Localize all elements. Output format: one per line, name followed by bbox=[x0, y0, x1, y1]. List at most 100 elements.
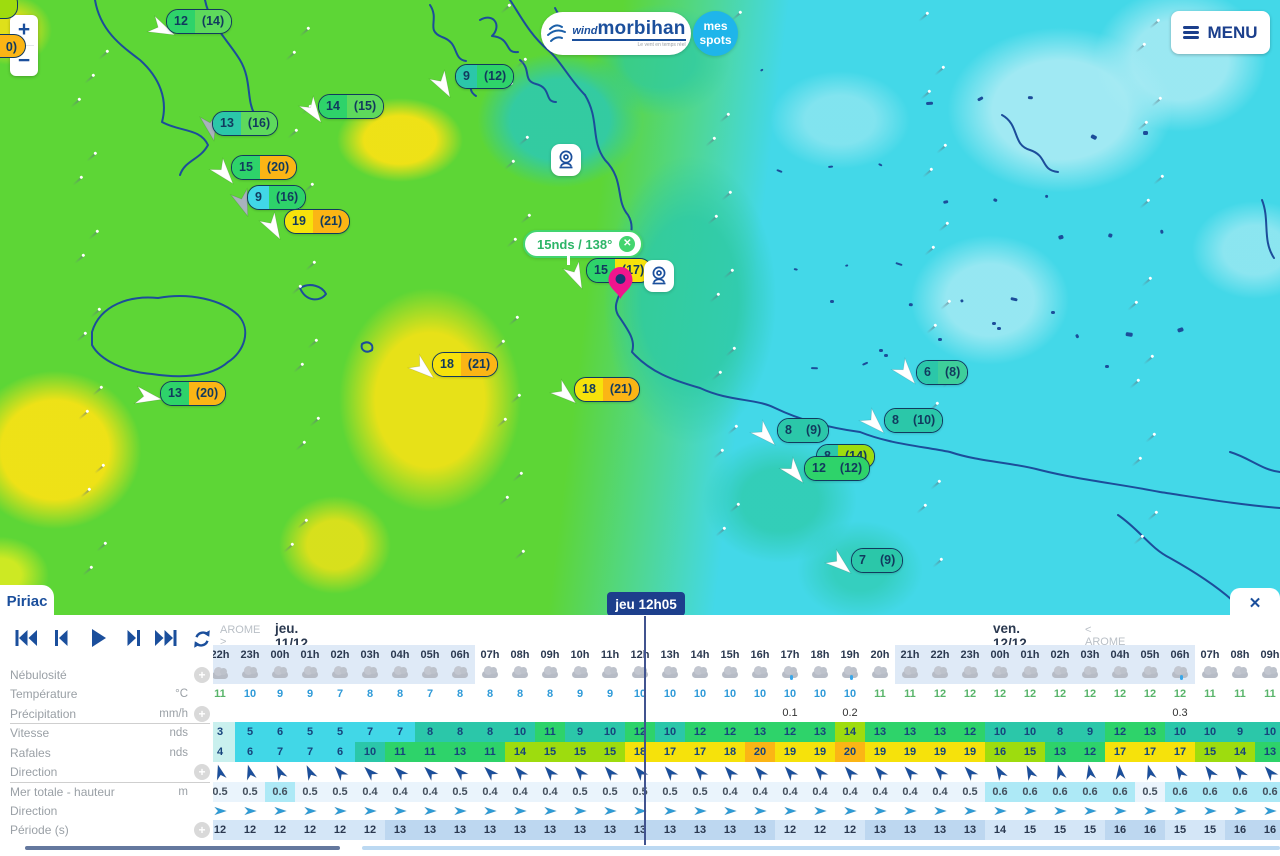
marker-gust-value: (20) bbox=[188, 382, 226, 405]
spot-wind-marker[interactable]: 19 (21) bbox=[284, 209, 351, 234]
precipitation-cell bbox=[715, 703, 745, 722]
cloud-icon bbox=[542, 665, 558, 678]
temperature-cell: 10 bbox=[693, 687, 707, 700]
skip-to-start-button[interactable] bbox=[14, 629, 38, 653]
spot-wind-marker[interactable]: 15 (20) bbox=[231, 155, 298, 180]
mes-spots-button[interactable]: mes spots bbox=[693, 11, 738, 56]
spot-wind-marker[interactable]: 12 (12) bbox=[804, 456, 871, 481]
wind-direction-cell bbox=[895, 762, 925, 782]
wind-direction-cell bbox=[1195, 762, 1225, 782]
sea-direction-cell bbox=[835, 802, 865, 820]
marker-wind-value: 8 bbox=[778, 419, 799, 442]
sea-height-cell: 0.4 bbox=[535, 782, 565, 802]
rain-cloud-icon bbox=[782, 665, 798, 680]
marker-wind-value: 6 bbox=[917, 361, 938, 384]
wind-direction-cell bbox=[325, 762, 355, 782]
wind-direction-cell bbox=[535, 762, 565, 782]
temperature-cell: 12 bbox=[1083, 687, 1097, 700]
refresh-button[interactable] bbox=[192, 629, 213, 653]
tooltip-close-icon[interactable]: ✕ bbox=[619, 236, 636, 252]
sea-direction-cell bbox=[655, 802, 685, 820]
location-pin[interactable] bbox=[608, 267, 633, 304]
windmorbihan-logo[interactable]: windmorbihan Le vent en temps réel bbox=[541, 12, 691, 55]
precipitation-cell bbox=[235, 703, 265, 722]
expand-row-button[interactable]: + bbox=[194, 822, 210, 838]
model-label-left[interactable]: AROME > bbox=[220, 624, 261, 648]
step-back-button[interactable] bbox=[54, 629, 69, 653]
marker-gust-value: (9) bbox=[798, 419, 829, 442]
precipitation-cell bbox=[1045, 703, 1075, 722]
time-cell: 07h bbox=[1195, 645, 1225, 664]
spot-wind-marker[interactable]: 12 (14) bbox=[166, 9, 233, 34]
precipitation-row: 0.1 0.2 0.3 bbox=[213, 703, 1280, 722]
step-forward-button[interactable] bbox=[126, 629, 141, 653]
precipitation-cell bbox=[1075, 703, 1105, 722]
spot-wind-marker[interactable]: 13 (20) bbox=[160, 381, 227, 406]
wind-direction-cell bbox=[835, 762, 865, 782]
precipitation-cell bbox=[955, 703, 985, 722]
spot-wind-marker[interactable]: 13 (16) bbox=[212, 111, 279, 136]
spot-wind-marker[interactable]: 6 (8) bbox=[916, 360, 969, 385]
temperature-cell: 8 bbox=[546, 687, 554, 700]
clipped-marker-fragment[interactable]: 0) bbox=[0, 34, 26, 58]
time-cell: 00h bbox=[265, 645, 295, 664]
cloud-icon bbox=[1142, 665, 1158, 678]
temperature-cell: 8 bbox=[516, 687, 524, 700]
sea-direction-cell bbox=[955, 802, 985, 820]
spot-wind-marker[interactable]: 8 (10) bbox=[884, 408, 944, 433]
time-cell: 09h bbox=[535, 645, 565, 664]
time-cell: 08h bbox=[1225, 645, 1255, 664]
panel-close-icon[interactable]: ✕ bbox=[1248, 594, 1262, 612]
marker-wind-value: 18 bbox=[575, 378, 603, 401]
cloud-icon bbox=[602, 665, 618, 678]
precipitation-cell bbox=[505, 703, 535, 722]
expand-row-button[interactable]: + bbox=[194, 705, 210, 722]
wind-direction-cell bbox=[595, 762, 625, 782]
spot-wind-marker[interactable]: 9 (16) bbox=[247, 185, 307, 210]
spot-wind-marker[interactable]: 18 (21) bbox=[574, 377, 641, 402]
wind-direction-cell bbox=[1165, 762, 1195, 782]
temperature-cell: 7 bbox=[336, 687, 344, 700]
expand-row-button[interactable]: + bbox=[194, 666, 210, 683]
logo-text-wind: wind bbox=[572, 25, 598, 37]
sea-direction-cell bbox=[1045, 802, 1075, 820]
wind-direction-arrow bbox=[146, 14, 176, 44]
spot-wind-marker[interactable]: 7 (9) bbox=[851, 548, 904, 573]
sea-height-cell: 0.4 bbox=[805, 782, 835, 802]
spot-wind-marker[interactable]: 18 (21) bbox=[432, 352, 499, 377]
period-cell: 13 bbox=[475, 820, 505, 840]
expand-row-button[interactable]: + bbox=[194, 764, 210, 780]
webcam-button[interactable] bbox=[551, 144, 581, 176]
menu-button[interactable]: MENU bbox=[1171, 11, 1270, 54]
sea-height-cell: 0.4 bbox=[835, 782, 865, 802]
spot-wind-marker[interactable]: 14 (15) bbox=[318, 94, 385, 119]
gust-cell: 15 bbox=[595, 742, 625, 762]
skip-to-end-button[interactable] bbox=[154, 629, 178, 653]
marker-gust-value: (21) bbox=[312, 210, 350, 233]
play-button[interactable] bbox=[90, 629, 107, 653]
gust-cell: 19 bbox=[955, 742, 985, 762]
period-cell: 12 bbox=[835, 820, 865, 840]
sea-height-cell: 0.4 bbox=[745, 782, 775, 802]
sea-height-row: 0.5 0.5 0.6 0.5 0.5 0.4 0.4 0.4 0.5 0.4 0.4 0.4 0.5 0… bbox=[213, 782, 1280, 802]
time-cell: 19h bbox=[835, 645, 865, 664]
precipitation-cell bbox=[625, 703, 655, 722]
wind-direction-cell bbox=[745, 762, 775, 782]
webcam-button[interactable] bbox=[644, 260, 674, 292]
spot-tab-piriac[interactable]: Piriac bbox=[0, 585, 54, 617]
sea-height-cell: 0.6 bbox=[265, 782, 295, 802]
time-cell: 06h bbox=[1165, 645, 1195, 664]
wind-direction-cell bbox=[925, 762, 955, 782]
table-scrollbar-track[interactable] bbox=[362, 846, 1280, 850]
sea-direction-cell bbox=[1225, 802, 1255, 820]
spot-wind-marker[interactable]: 9 (12) bbox=[455, 64, 515, 89]
sea-height-cell: 0.5 bbox=[1135, 782, 1165, 802]
precipitation-cell bbox=[213, 703, 235, 722]
sea-height-cell: 0.4 bbox=[715, 782, 745, 802]
forecast-table[interactable]: AROME > jeu. 11/12 ven. 12/12 < AROME > … bbox=[213, 615, 1280, 845]
spot-wind-marker[interactable]: 8 (9) bbox=[777, 418, 830, 443]
gust-cell: 20 bbox=[745, 742, 775, 762]
table-scrollbar-thumb[interactable] bbox=[25, 846, 340, 850]
wind-direction-cell bbox=[475, 762, 505, 782]
marker-wind-value: 13 bbox=[161, 382, 189, 405]
